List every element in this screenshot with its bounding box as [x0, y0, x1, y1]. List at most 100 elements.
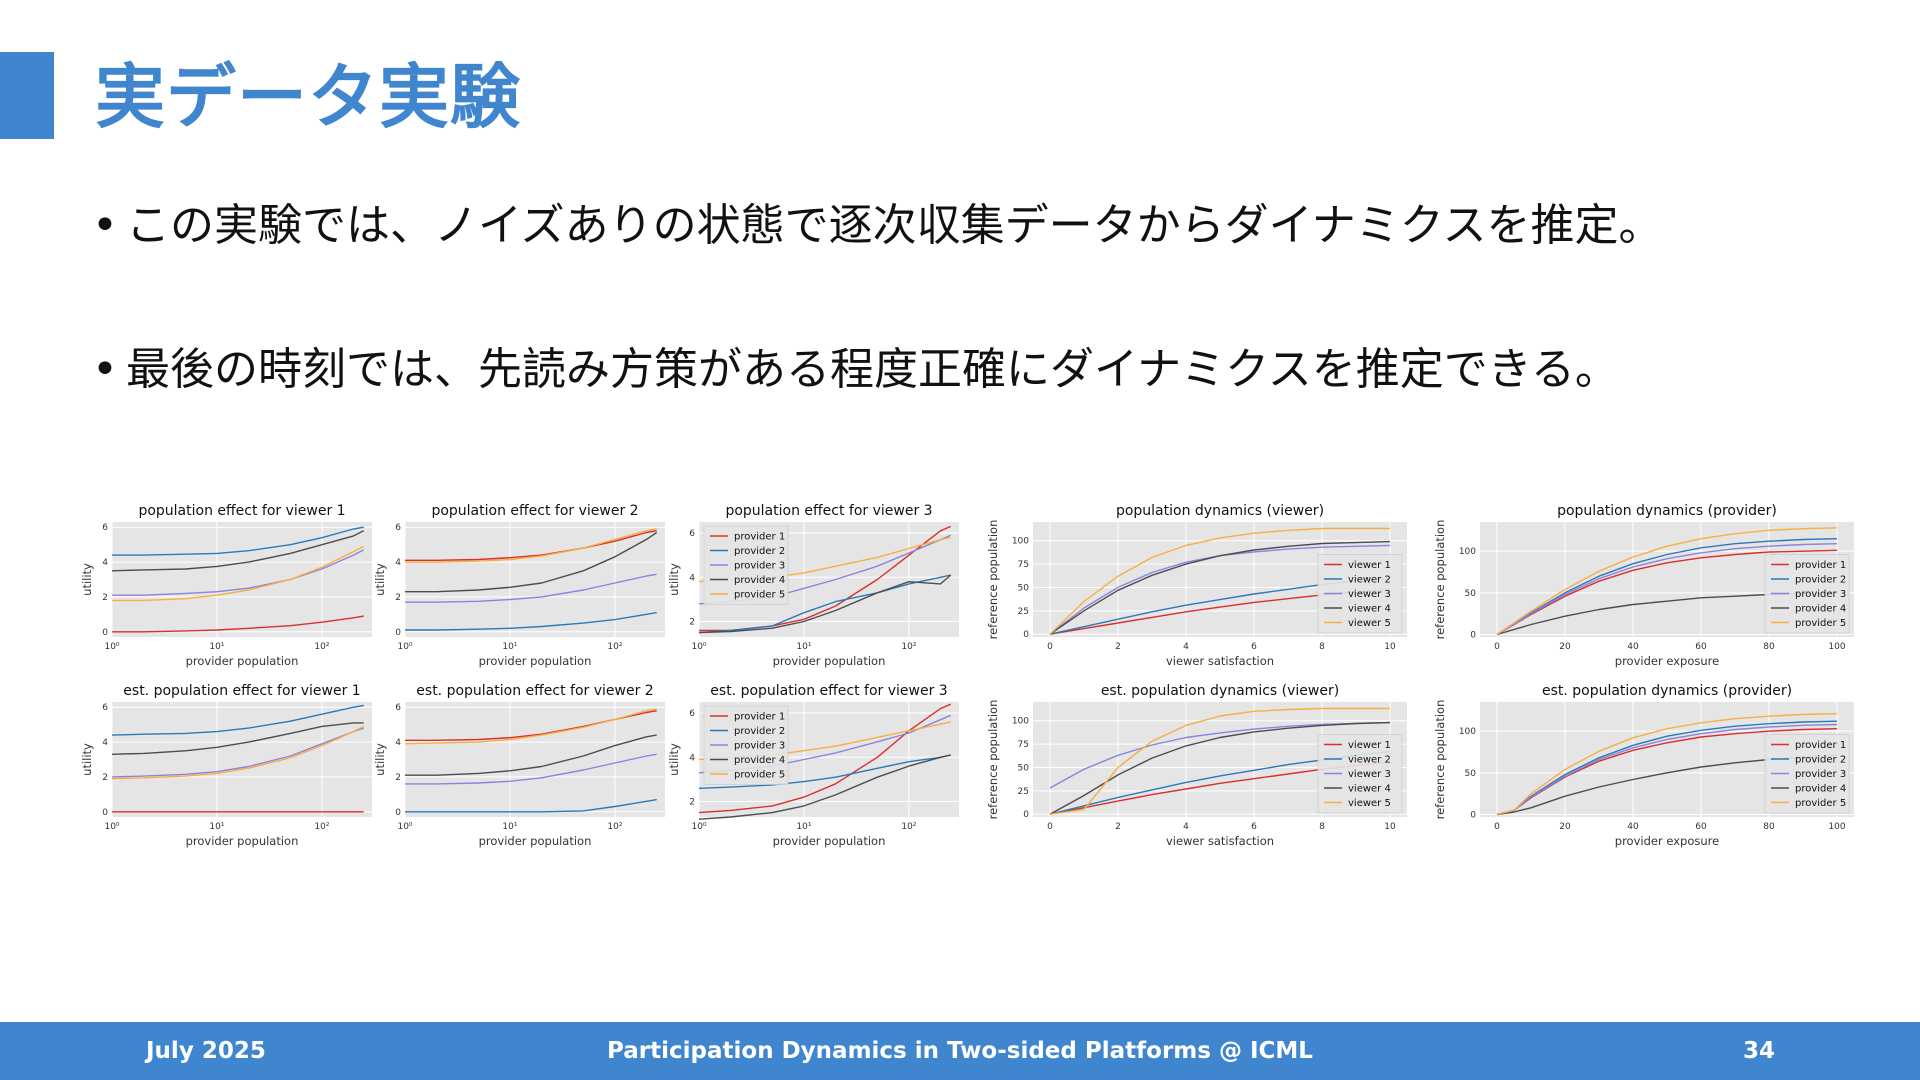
y-tick-label: 0: [395, 628, 401, 638]
y-tick-label: 6: [689, 709, 695, 719]
bullet-item: • 最後の時刻では、先読み方策がある程度正確にダイナミクスを推定できる。: [92, 340, 1619, 400]
legend-label: viewer 3: [1348, 589, 1391, 600]
legend-label: viewer 4: [1348, 604, 1391, 615]
legend-label: viewer 4: [1348, 784, 1391, 795]
x-tick-label: 60: [1695, 642, 1707, 652]
line-chart: 0 50 100 0 20 40 60 80 100 est. population dynami…: [1432, 676, 1862, 851]
legend-label: provider 4: [734, 755, 785, 766]
x-tick-label: 40: [1627, 642, 1639, 652]
y-axis-label: utility: [373, 743, 387, 776]
x-tick-label: 10⁰: [104, 822, 119, 832]
footer-title: Participation Dynamics in Two-sided Plat…: [607, 1038, 1313, 1064]
x-axis-label: provider population: [479, 834, 592, 848]
x-tick-label: 10²: [607, 822, 622, 832]
y-tick-label: 75: [1018, 740, 1029, 750]
legend-label: provider 5: [734, 590, 785, 601]
x-tick-label: 2: [1115, 822, 1121, 832]
chart-title: population dynamics (provider): [1557, 503, 1777, 519]
legend-label: viewer 1: [1348, 560, 1391, 571]
chart-svg: 2 4 6 10⁰ 10¹ 10² est. population effect for v…: [667, 683, 959, 848]
y-tick-label: 6: [395, 523, 401, 533]
y-tick-label: 6: [102, 703, 108, 713]
x-tick-label: 10⁰: [691, 642, 706, 652]
y-tick-label: 50: [1018, 763, 1030, 773]
title-accent-bar: [0, 52, 54, 139]
x-tick-label: 10⁰: [397, 822, 412, 832]
legend-label: provider 3: [734, 741, 785, 752]
y-tick-label: 25: [1018, 607, 1029, 617]
y-tick-label: 50: [1465, 769, 1477, 779]
x-tick-label: 0: [1494, 822, 1500, 832]
x-tick-label: 100: [1828, 642, 1845, 652]
x-axis-label: viewer satisfaction: [1166, 834, 1274, 848]
series-line: [1496, 538, 1838, 636]
y-tick-label: 6: [395, 703, 401, 713]
bullet-dot-icon: •: [92, 200, 118, 251]
legend-label: provider 5: [1795, 618, 1846, 629]
bullet-text: 最後の時刻では、先読み方策がある程度正確にダイナミクスを推定できる。: [126, 344, 1619, 395]
y-tick-label: 6: [689, 529, 695, 539]
legend-label: provider 1: [734, 712, 785, 723]
x-tick-label: 40: [1627, 822, 1639, 832]
x-tick-label: 4: [1183, 822, 1189, 832]
legend-label: provider 2: [1795, 575, 1846, 586]
chart-title: population dynamics (viewer): [1116, 503, 1324, 519]
series-line: [405, 753, 657, 785]
x-tick-label: 2: [1115, 642, 1121, 652]
page-number: 34: [1742, 1038, 1775, 1064]
series-line: [698, 754, 951, 820]
x-tick-label: 10¹: [796, 822, 811, 832]
series-line: [1496, 527, 1838, 636]
series-line: [1049, 527, 1390, 635]
y-tick-label: 4: [395, 738, 401, 748]
x-tick-label: 0: [1047, 642, 1053, 652]
chart-title: est. population dynamics (viewer): [1101, 683, 1339, 699]
series-line: [111, 725, 365, 780]
series-line: [112, 615, 364, 633]
x-tick-label: 10¹: [502, 642, 517, 652]
plot-area: [405, 522, 665, 637]
y-tick-label: 4: [689, 753, 695, 763]
x-tick-label: 10¹: [502, 822, 517, 832]
series-line: [1049, 540, 1391, 635]
x-tick-label: 10⁰: [104, 642, 119, 652]
y-tick-label: 75: [1018, 560, 1029, 570]
slide-title: 実データ実験: [95, 56, 521, 138]
series-line: [112, 549, 365, 596]
y-axis-label: reference population: [986, 520, 1000, 640]
series-line: [111, 704, 364, 736]
legend-label: viewer 3: [1348, 769, 1391, 780]
y-tick-label: 2: [689, 798, 695, 808]
chart-title: est. population dynamics (provider): [1542, 683, 1792, 699]
y-tick-label: 4: [395, 558, 401, 568]
x-tick-label: 10: [1384, 822, 1396, 832]
x-tick-label: 80: [1763, 822, 1775, 832]
y-tick-label: 0: [1023, 630, 1029, 640]
legend-label: provider 4: [734, 575, 785, 586]
y-axis-label: reference population: [1433, 520, 1447, 640]
x-tick-label: 10²: [314, 642, 329, 652]
series-line: [112, 545, 365, 602]
x-tick-label: 80: [1763, 642, 1775, 652]
line-chart: 0 50 100 0 20 40 60 80 100 population dynamics (p…: [1432, 496, 1862, 671]
x-tick-label: 20: [1559, 642, 1571, 652]
chart-svg: 0 25 50 75 100 0 2 4 6 8 10 est. population dynamic…: [986, 683, 1407, 848]
x-tick-label: 10¹: [209, 642, 224, 652]
line-chart: 0 2 4 6 10⁰ 10¹ 10² population effect for viewe…: [373, 496, 673, 671]
chart-title: est. population effect for viewer 1: [123, 683, 360, 699]
line-chart: 2 4 6 10⁰ 10¹ 10² population effect for viewer…: [667, 496, 967, 671]
footer-date: July 2025: [146, 1038, 266, 1064]
bullet-dot-icon: •: [92, 344, 118, 395]
legend-label: provider 2: [734, 546, 785, 557]
series-line: [112, 526, 364, 556]
legend-label: provider 1: [1795, 740, 1846, 751]
chart-svg: 0 50 100 0 20 40 60 80 100 population dynamics (p…: [1433, 503, 1854, 668]
chart-title: population effect for viewer 1: [138, 503, 345, 519]
legend-label: provider 5: [734, 770, 785, 781]
chart-svg: 0 50 100 0 20 40 60 80 100 est. population dynami…: [1433, 683, 1854, 848]
y-tick-label: 2: [102, 593, 108, 603]
series-line: [111, 722, 364, 755]
chart-svg: 0 2 4 6 10⁰ 10¹ 10² population effect for viewe…: [373, 503, 665, 668]
line-chart: 2 4 6 10⁰ 10¹ 10² est. population effect for v…: [667, 676, 967, 851]
x-tick-label: 10²: [901, 822, 916, 832]
